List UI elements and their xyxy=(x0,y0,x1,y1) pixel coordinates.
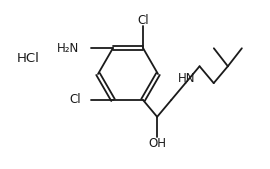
Text: Cl: Cl xyxy=(137,14,149,27)
Text: H₂N: H₂N xyxy=(57,42,79,55)
Text: HN: HN xyxy=(178,72,195,85)
Text: HCl: HCl xyxy=(16,53,39,66)
Text: Cl: Cl xyxy=(69,93,81,106)
Text: OH: OH xyxy=(148,137,166,150)
